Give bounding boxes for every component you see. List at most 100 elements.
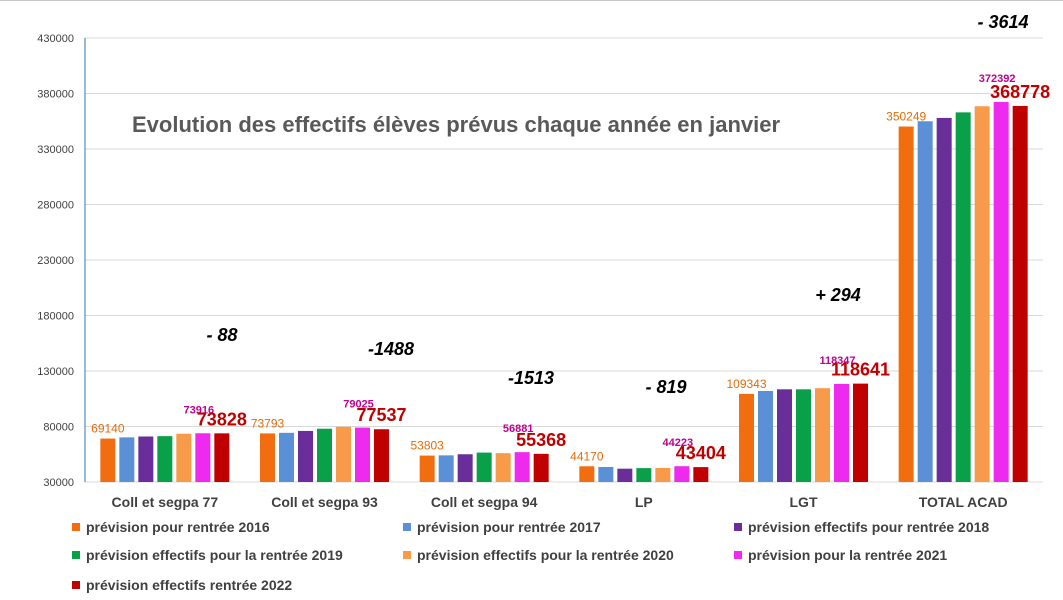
bar	[796, 389, 811, 482]
bar	[1012, 105, 1028, 482]
bar	[617, 468, 633, 482]
legend-item: prévision effectifs pour la rentrée 2020	[403, 547, 674, 563]
data-label: 118347	[819, 355, 855, 367]
bar	[419, 455, 435, 482]
delta-annotation: + 294	[815, 285, 861, 305]
legend-label: prévision pour rentrée 2016	[86, 519, 270, 535]
data-label: 118641	[831, 360, 890, 380]
bar	[655, 467, 671, 482]
legend-swatch	[72, 523, 80, 531]
data-label: 350249	[886, 110, 926, 124]
data-label: 368778	[990, 82, 1050, 102]
delta-annotation: -1488	[368, 339, 414, 359]
bar	[853, 383, 868, 482]
data-label: 44223	[663, 437, 694, 449]
legend-swatch	[72, 551, 80, 559]
y-tick-label: 180000	[37, 311, 74, 323]
bar	[298, 430, 313, 482]
bar	[176, 433, 192, 482]
chart-title: Evolution des effectifs élèves prévus ch…	[132, 112, 780, 137]
y-tick-label: 380000	[37, 89, 74, 101]
x-tick-label: LGT	[790, 494, 818, 510]
bar	[374, 429, 389, 482]
bar	[533, 453, 549, 482]
data-label: 79025	[343, 399, 374, 411]
data-label: 73828	[197, 409, 247, 429]
bar	[917, 121, 933, 482]
delta-annotation: - 88	[206, 325, 237, 345]
y-tick-label: 280000	[37, 200, 74, 212]
bar	[195, 433, 211, 482]
bar	[495, 453, 511, 482]
legend-label: prévision effectifs pour la rentrée 2020	[417, 547, 674, 563]
bar	[514, 452, 530, 482]
delta-annotation: - 819	[645, 377, 686, 397]
bar	[336, 426, 351, 482]
legend-label: prévision pour la rentrée 2021	[748, 547, 948, 563]
x-tick-label: Coll et segpa 93	[271, 494, 378, 510]
legend-label: prévision effectifs pour rentrée 2018	[748, 519, 990, 535]
bar	[100, 438, 116, 482]
legend-label: prévision effectifs pour la rentrée 2019	[86, 547, 343, 563]
data-label: 44170	[570, 449, 604, 463]
x-tick-label: LP	[635, 494, 653, 510]
bar	[739, 393, 754, 482]
data-label: 53803	[410, 439, 444, 453]
bar	[598, 467, 614, 482]
bar	[936, 117, 952, 483]
x-tick-label: Coll et segpa 94	[431, 494, 538, 510]
legend-swatch	[734, 551, 742, 559]
legend-item: prévision effectifs pour rentrée 2018	[734, 519, 989, 535]
bar	[674, 466, 690, 482]
y-tick-label: 430000	[37, 33, 74, 45]
bar	[834, 383, 849, 482]
x-tick-label: Coll et segpa 77	[112, 494, 219, 510]
bar	[119, 437, 135, 482]
legend-item: prévision pour la rentrée 2021	[734, 547, 947, 563]
legend-swatch	[734, 523, 742, 531]
y-tick-label: 230000	[37, 255, 74, 267]
legend-item: prévision pour rentrée 2016	[72, 519, 270, 535]
data-label: 77537	[356, 405, 406, 425]
legend-item: prévision effectifs pour la rentrée 2019	[72, 547, 343, 563]
bar	[457, 454, 473, 482]
data-label: 43404	[676, 443, 726, 463]
bar	[157, 436, 173, 482]
delta-annotation: - 3614	[977, 12, 1028, 32]
bar	[438, 455, 454, 482]
delta-annotation: -1513	[508, 368, 554, 388]
bar	[777, 389, 792, 482]
bar	[758, 390, 773, 482]
data-label: 73916	[184, 404, 215, 416]
bar	[279, 432, 294, 482]
data-label: 56881	[503, 423, 534, 435]
y-tick-label: 30000	[43, 477, 74, 489]
bar	[974, 106, 990, 482]
legend-swatch	[403, 523, 411, 531]
bar	[260, 433, 275, 482]
legend-item: prévision pour rentrée 2017	[403, 519, 601, 535]
legend-item: prévision effectifs rentrée 2022	[72, 577, 292, 593]
bar	[317, 428, 332, 482]
bar	[355, 427, 370, 482]
data-label: 73793	[251, 416, 285, 430]
legend-swatch	[72, 581, 80, 589]
bar	[898, 126, 914, 482]
bar	[993, 101, 1009, 482]
bar	[579, 466, 595, 482]
bar	[815, 388, 830, 482]
data-label: 372392	[979, 73, 1016, 85]
y-tick-label: 80000	[43, 422, 74, 434]
data-label: 55368	[516, 430, 566, 450]
legend-label: prévision pour rentrée 2017	[417, 519, 601, 535]
bar	[138, 436, 154, 482]
y-tick-label: 330000	[37, 144, 74, 156]
bar	[214, 433, 230, 482]
y-tick-label: 130000	[37, 366, 74, 378]
bar	[955, 112, 971, 483]
bar	[476, 452, 492, 482]
data-label: 109343	[726, 377, 766, 391]
legend-label: prévision effectifs rentrée 2022	[86, 577, 293, 593]
